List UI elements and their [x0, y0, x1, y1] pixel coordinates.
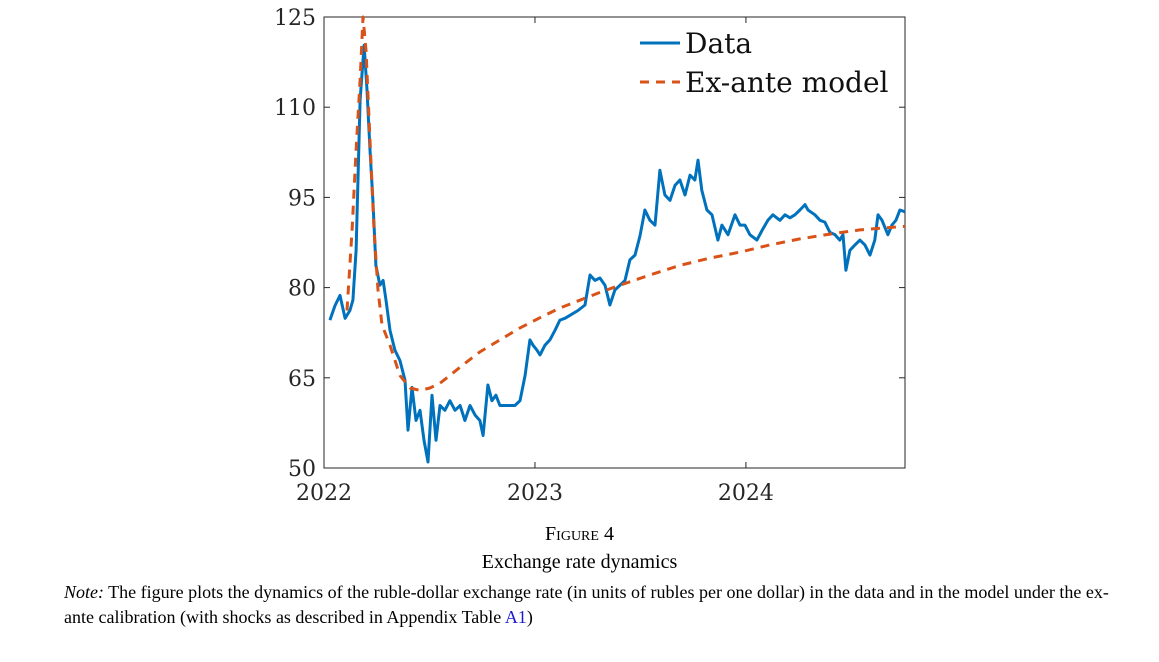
x-tick-label: 2024 — [718, 481, 774, 506]
figure-label: Figure 4 — [545, 523, 614, 545]
note: Note: The figure plots the dynamics of t… — [64, 580, 1134, 630]
x-tick-label: 2023 — [507, 481, 563, 506]
y-tick-label: 110 — [274, 96, 316, 121]
note-label: Note: — [64, 582, 104, 602]
figure-title: Exchange rate dynamics — [481, 551, 678, 573]
y-tick-label: 125 — [274, 6, 316, 31]
series-line — [345, 15, 906, 392]
x-tick-label: 2022 — [296, 481, 352, 506]
legend-label: Data — [685, 27, 752, 60]
y-tick-label: 80 — [288, 277, 316, 302]
note-text: The figure plots the dynamics of the rub… — [64, 582, 1109, 627]
y-tick-label: 65 — [288, 367, 316, 392]
series-line — [328, 43, 906, 464]
plot-frame — [323, 16, 906, 469]
y-tick-label: 50 — [288, 457, 316, 482]
y-tick-label: 95 — [288, 186, 316, 211]
legend-label: Ex-ante model — [685, 66, 889, 99]
chart: 50 65 80 95 110 125 2022 2023 2024 Data Ex-ante mo… — [274, 6, 906, 506]
table-link[interactable]: A1 — [504, 607, 527, 627]
note-end: ) — [526, 607, 533, 627]
